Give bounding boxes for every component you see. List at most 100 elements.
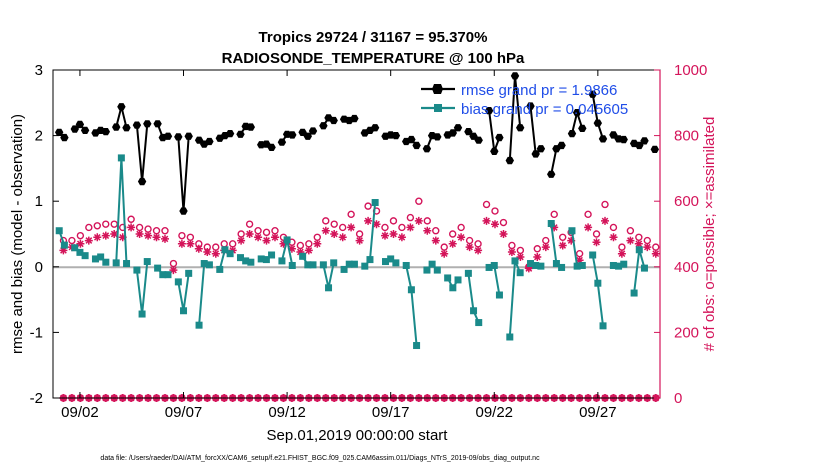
obs-assimilated-point xyxy=(389,230,398,238)
rmse-point xyxy=(143,120,152,128)
obs-possible-point xyxy=(415,197,423,205)
bias-point xyxy=(366,256,374,264)
bias-point xyxy=(423,266,431,274)
obs-assimilated-point xyxy=(584,223,593,232)
bias-point xyxy=(594,279,602,287)
obs-assimilated-point xyxy=(127,223,136,232)
obs-assimilated-point xyxy=(634,239,643,248)
rmse-point xyxy=(453,124,463,132)
bias-point xyxy=(309,261,317,269)
bias-point xyxy=(159,271,167,279)
rmse-point xyxy=(484,107,494,115)
obs-assimilated-point xyxy=(499,230,508,238)
obs-assimilated-point xyxy=(101,231,110,240)
obs-assimilated-point xyxy=(347,223,356,232)
obs-possible-point xyxy=(127,215,135,223)
obs-possible-point xyxy=(330,220,338,228)
obs-assimilated-point xyxy=(507,248,516,256)
obs-possible-point xyxy=(245,220,254,228)
bias-point xyxy=(371,199,379,207)
rmse-point xyxy=(391,132,401,140)
bias-point xyxy=(387,255,395,263)
rmse-point xyxy=(578,124,587,132)
x-tick-label: 09/02 xyxy=(61,404,99,421)
obs-possible-point xyxy=(364,202,372,210)
obs-assimilated-point xyxy=(194,244,203,253)
bias-point xyxy=(511,257,519,265)
chart-title-line1: Tropics 29724 / 31167 = 95.370% xyxy=(259,29,488,46)
rmse-point xyxy=(101,128,110,136)
obs-assimilated-point xyxy=(372,220,381,229)
bias-point xyxy=(247,258,255,266)
rmse-point xyxy=(526,102,535,110)
y-left-tick-label: -1 xyxy=(30,324,43,341)
bias-point xyxy=(615,262,623,270)
bias-point xyxy=(568,227,576,235)
bias-point xyxy=(81,252,89,260)
bias-point xyxy=(454,276,462,284)
rmse-point xyxy=(448,129,457,137)
y-left-tick-label: 3 xyxy=(35,62,43,79)
obs-possible-point xyxy=(338,223,347,232)
obs-assimilated-point xyxy=(110,230,119,238)
rmse-point xyxy=(184,132,193,140)
obs-possible-point xyxy=(533,245,542,253)
obs-assimilated-point xyxy=(296,248,305,256)
bias-point xyxy=(97,253,105,261)
obs-assimilated-point xyxy=(271,233,279,242)
rmse-point xyxy=(557,141,566,150)
rmse-point xyxy=(619,135,628,144)
bias-point xyxy=(537,262,545,270)
obs-assimilated-point xyxy=(440,249,449,258)
rmse-point xyxy=(153,120,162,128)
bias-point xyxy=(236,254,244,262)
bias-point xyxy=(428,260,436,268)
rmse-point xyxy=(531,150,540,158)
bias-point xyxy=(361,262,369,270)
bias-point xyxy=(221,246,229,254)
obs-possible-point xyxy=(609,223,618,232)
bias-point xyxy=(444,274,452,282)
obs-assimilated-point xyxy=(465,243,474,252)
obs-assimilated-point xyxy=(321,226,330,235)
bias-point xyxy=(599,322,607,330)
rmse-point xyxy=(137,177,147,186)
legend-bias-marker xyxy=(434,104,442,112)
bias-point xyxy=(91,255,99,263)
rmse-point xyxy=(412,141,421,150)
bias-point xyxy=(532,261,540,269)
obs-assimilated-point xyxy=(245,230,254,238)
rmse-point xyxy=(55,128,64,136)
bias-point xyxy=(205,261,213,269)
bias-point xyxy=(413,342,421,350)
obs-assimilated-point xyxy=(414,216,423,225)
y-right-tick-label: 200 xyxy=(674,324,699,341)
obs-possible-point xyxy=(558,233,567,241)
rmse-series xyxy=(55,72,659,215)
bias-point xyxy=(319,261,327,269)
obs-assimilated-point xyxy=(203,248,212,256)
rmse-point xyxy=(407,135,416,144)
obs-possible-point xyxy=(161,227,169,235)
rmse-point xyxy=(495,133,504,142)
rmse-point xyxy=(469,132,478,140)
rmse-point xyxy=(163,132,173,140)
rmse-point xyxy=(70,125,79,133)
obs-assimilated-point xyxy=(76,239,85,248)
bias-point xyxy=(185,269,193,277)
chart-title-line2: RADIOSONDE_TEMPERATURE @ 100 hPa xyxy=(222,50,525,67)
obs-assimilated-point xyxy=(617,249,626,258)
obs-assimilated-point xyxy=(287,244,296,253)
obs-assimilated-point xyxy=(313,239,322,248)
rmse-point xyxy=(225,130,235,138)
obs-assimilated-point xyxy=(558,241,567,250)
bias-point xyxy=(464,269,472,277)
obs-assimilated-point xyxy=(406,223,415,232)
bias-point xyxy=(71,244,79,252)
obs-possible-point xyxy=(482,200,491,209)
bias-point xyxy=(495,291,503,299)
rmse-point xyxy=(60,133,69,142)
obs-possible-point xyxy=(85,223,93,232)
bias-point xyxy=(609,261,617,269)
bias-point xyxy=(262,256,270,264)
